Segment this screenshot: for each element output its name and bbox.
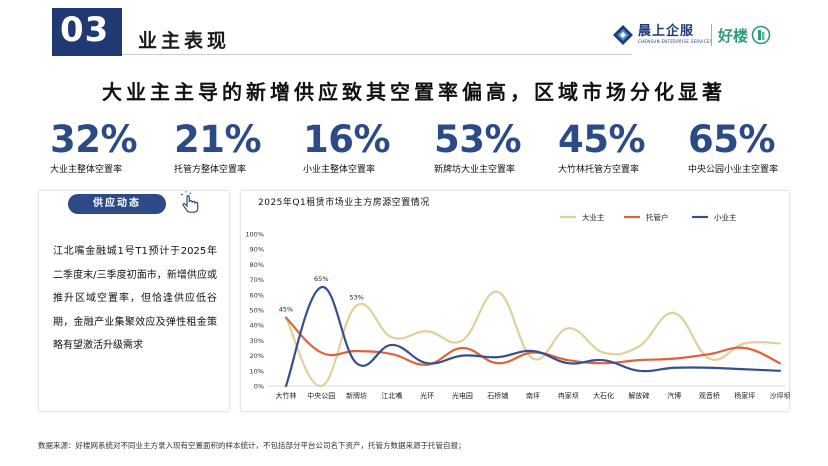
x-tick-label: 光环 <box>420 391 434 400</box>
y-tick-label: 0% <box>254 383 264 391</box>
x-tick-label: 大竹林 <box>276 391 297 400</box>
kpi-value: 45% <box>558 118 646 161</box>
brand-primary-name: 晨上企服 <box>638 24 695 39</box>
kpi-small-owner: 16% 小业主整体空置率 <box>303 118 391 175</box>
x-tick-label: 新牌坊 <box>346 391 367 400</box>
brand-secondary-name: 好楼 <box>718 26 749 45</box>
kpi-xinpaifang: 53% 新牌坊大业主空置率 <box>434 118 522 175</box>
brand-logo-secondary: 好楼 <box>718 20 771 50</box>
y-tick-label: 80% <box>250 261 264 269</box>
brand-logo-primary: 晨上企服 CHENSUN ENTERPRISE SERVICES <box>612 20 713 50</box>
kpi-value: 32% <box>50 118 138 161</box>
x-tick-label: 解放碑 <box>628 391 649 400</box>
y-tick-label: 70% <box>250 276 264 284</box>
x-tick-label: 南坪 <box>526 391 540 400</box>
pointing-hand-icon <box>180 191 199 213</box>
supply-news-title: 供应动态 <box>68 194 166 214</box>
kpi-label: 小业主整体空置率 <box>303 165 376 175</box>
x-tick-label: 沙坪坝 <box>770 391 791 400</box>
y-tick-label: 40% <box>250 322 264 330</box>
data-source-footnote: 数据来源：好楼网系统对不同业主方录入现有空置面积的样本统计，不包括部分平台公司名… <box>38 441 466 450</box>
series-line-3 <box>284 286 782 388</box>
y-tick-label: 20% <box>250 352 264 360</box>
kpi-value: 53% <box>434 118 522 161</box>
brand-primary-subtitle: CHENSUN ENTERPRISE SERVICES <box>638 39 713 44</box>
brand-diamond-icon <box>613 25 633 45</box>
kpi-dazhulin: 45% 大竹林托管方空置率 <box>558 118 646 175</box>
header-divider <box>122 54 632 55</box>
legend-label: 托管户 <box>646 212 669 222</box>
y-tick-label: 50% <box>250 307 264 315</box>
section-title: 业主表现 <box>138 30 231 52</box>
y-tick-label: 10% <box>250 367 264 375</box>
x-tick-label: 观音桥 <box>699 391 720 400</box>
headline: 大业主主导的新增供应致其空置率偏高，区域市场分化显著 <box>102 80 726 104</box>
kpi-label: 中央公园小业主空置率 <box>688 165 779 175</box>
y-tick-label: 100% <box>245 231 264 239</box>
supply-news-body: 江北嘴金融城1号T1预计于2025年二季度末/三季度初面市，新增供应或推升区域空… <box>53 246 217 351</box>
kpi-label: 托管方整体空置率 <box>174 165 247 175</box>
kpi-central-park: 65% 中央公园小业主空置率 <box>688 118 778 175</box>
data-label: 53% <box>349 293 363 301</box>
supply-news-card <box>38 190 230 412</box>
kpi-value: 65% <box>688 118 776 161</box>
x-tick-label: 大石化 <box>593 391 614 400</box>
x-tick-label: 冉家坝 <box>558 391 579 400</box>
logo-separator <box>711 24 712 46</box>
section-number-block <box>52 8 122 52</box>
legend-label: 小业主 <box>714 212 737 222</box>
kpi-value: 21% <box>174 118 262 161</box>
series-line-2 <box>284 316 782 366</box>
x-tick-label: 中央公园 <box>307 391 335 400</box>
kpi-value: 16% <box>303 118 391 161</box>
x-tick-label: 光电园 <box>452 391 473 400</box>
section-number: 03 <box>60 10 110 50</box>
x-tick-label: 杨家坪 <box>734 391 755 400</box>
series-line-1 <box>284 290 782 388</box>
y-tick-label: 60% <box>250 291 264 299</box>
y-tick-label: 30% <box>250 337 264 345</box>
kpi-custodian: 21% 托管方整体空置率 <box>174 118 262 175</box>
kpi-label: 新牌坊大业主空置率 <box>434 165 516 175</box>
x-tick-label: 江北嘴 <box>381 391 402 400</box>
x-tick-label: 石桥铺 <box>487 391 508 400</box>
data-label: 65% <box>314 275 328 283</box>
kpi-label: 大竹林托管方空置率 <box>558 165 640 175</box>
kpi-big-owner: 32% 大业主整体空置率 <box>50 118 138 175</box>
building-icon <box>751 25 771 45</box>
kpi-label: 大业主整体空置率 <box>50 165 123 175</box>
legend-label: 大业主 <box>582 212 605 222</box>
chart-card <box>240 190 790 412</box>
data-label: 45% <box>279 306 293 314</box>
header: 03 业主表现 晨上企服 CHENSUN ENTERPRISE SERVICES… <box>0 0 828 58</box>
section-underline <box>52 52 122 56</box>
y-tick-label: 90% <box>250 246 264 254</box>
chart-title: 2025年Q1租赁市场业主方房源空置情况 <box>258 196 430 208</box>
vacancy-line-chart: 2025年Q1租赁市场业主方房源空置情况 0% 10% 20% 30% 40% 50% 60%… <box>245 196 791 400</box>
x-tick-label: 汽博 <box>667 391 681 400</box>
